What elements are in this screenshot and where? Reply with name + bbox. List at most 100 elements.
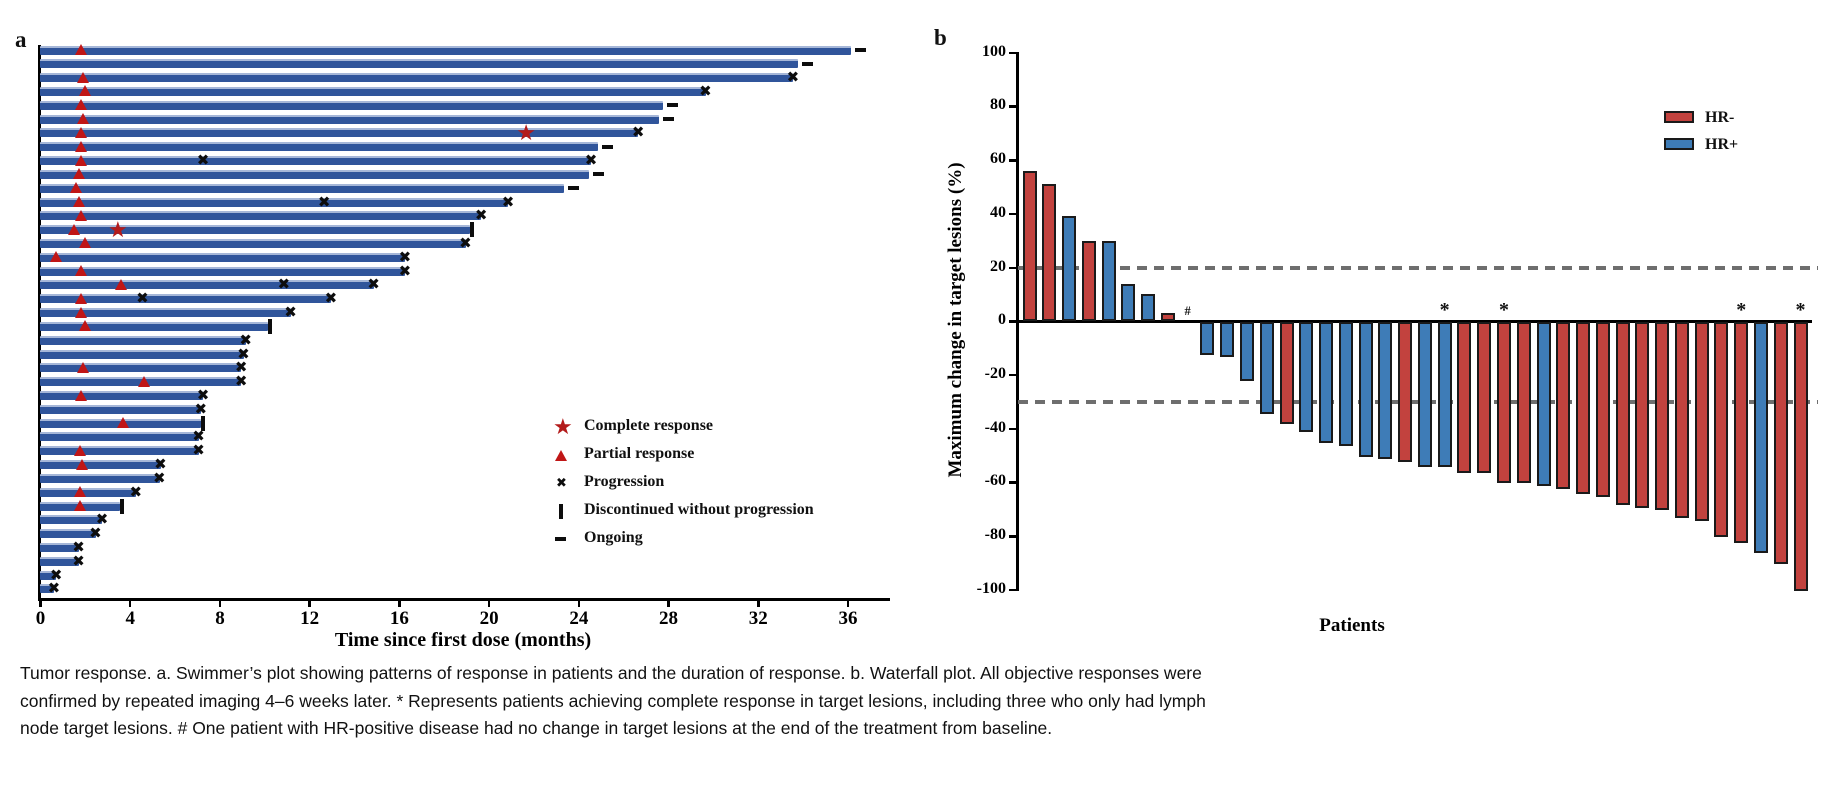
progression-icon: ✖ — [47, 579, 61, 598]
partial-response-icon — [74, 265, 87, 277]
partial-response-icon — [73, 444, 86, 456]
x-axis-tick-label: 4 — [125, 608, 135, 629]
y-axis-tick-label: -40 — [984, 418, 1006, 436]
y-axis-tick-label: 40 — [990, 203, 1006, 221]
swimmer-bar — [39, 460, 161, 470]
x-axis-tick-label: 32 — [748, 608, 768, 629]
progression-icon: ✖ — [196, 386, 210, 404]
waterfall-bar — [1674, 322, 1689, 519]
swimmer-bar — [39, 45, 852, 55]
progression-icon: ✖ — [194, 399, 208, 418]
progression-icon: ✖ — [584, 151, 598, 170]
ongoing-icon — [602, 144, 613, 149]
legend-item: ✖ Progression — [550, 472, 810, 494]
waterfall-bar — [1437, 322, 1452, 468]
legend-item-label: Discontinued without progression — [584, 501, 814, 518]
swimmer-bar — [39, 142, 598, 152]
waterfall-bar — [1378, 322, 1393, 460]
y-axis-tick-label: 0 — [998, 311, 1006, 329]
triangle-legend-icon — [550, 444, 578, 466]
swimmer-bar — [39, 86, 706, 96]
progression-icon: ✖ — [459, 233, 472, 252]
x-axis-tick — [39, 600, 42, 607]
legend-item: Partial response — [550, 444, 810, 466]
x-axis-tick — [667, 600, 670, 607]
x-axis-tick — [128, 600, 132, 607]
x-axis-tick — [487, 600, 491, 607]
swimmer-bar — [39, 73, 794, 83]
waterfall-bar — [1536, 322, 1551, 487]
reference-line-plus20 — [1018, 265, 1818, 270]
progression-icon: ✖ — [136, 289, 149, 308]
y-axis-tick-label: 20 — [990, 257, 1006, 275]
x-icon: ✖ — [556, 476, 567, 491]
progression-icon: ✖ — [398, 261, 412, 280]
partial-response-icon — [117, 417, 130, 429]
x-axis-tick — [398, 600, 401, 607]
waterfall-bar — [1655, 322, 1670, 511]
waterfall-yaxis-title: Maximum change in target lesions (%) — [945, 162, 966, 478]
progression-icon: ✖ — [501, 192, 515, 211]
partial-response-icon — [74, 44, 87, 55]
vertical-bar-icon — [559, 504, 563, 519]
partial-response-icon — [73, 486, 86, 498]
complete-response-icon: ★ — [108, 216, 128, 242]
waterfall-bar — [1457, 322, 1472, 473]
y-axis-tick — [1009, 373, 1016, 377]
partial-response-icon — [77, 113, 90, 125]
partial-response-icon — [115, 278, 128, 290]
waterfall-bar — [1101, 240, 1116, 322]
progression-icon: ✖ — [129, 482, 143, 501]
dash-icon — [555, 537, 566, 541]
star-icon: ★ — [553, 414, 573, 439]
progression-icon: ✖ — [277, 275, 291, 294]
swimmer-bar — [39, 294, 332, 304]
complete-response-asterisk: * — [1498, 299, 1509, 321]
x-axis-tick-label: 0 — [35, 608, 46, 629]
y-axis-tick-label: 60 — [990, 150, 1006, 168]
waterfall-bar — [1160, 313, 1175, 322]
swimmer-bar — [39, 156, 592, 166]
progression-icon: ✖ — [631, 123, 645, 142]
swimmer-bar — [39, 211, 482, 221]
waterfall-bar — [1694, 322, 1709, 522]
waterfall-xaxis-title: Patients — [1319, 615, 1385, 636]
waterfall-bar — [1734, 322, 1749, 543]
swimmer-bar — [39, 335, 246, 345]
swimmer-bar — [39, 114, 659, 124]
complete-response-icon: ★ — [516, 119, 536, 145]
swimmer-bar — [39, 570, 57, 580]
ongoing-icon — [662, 117, 674, 122]
waterfall-bar — [1121, 283, 1136, 322]
caption-line-1: Tumor response. a. Swimmer’s plot showin… — [20, 663, 1202, 683]
x-legend-icon: ✖ — [550, 472, 578, 494]
waterfall-bar — [1773, 322, 1788, 565]
legend-item-label: Progression — [584, 473, 665, 490]
swimmer-bar — [39, 446, 199, 456]
waterfall-bar — [1576, 322, 1591, 495]
waterfall-bar — [1398, 322, 1413, 462]
y-axis-tick — [1009, 481, 1016, 484]
swimmer-bar — [39, 197, 509, 207]
waterfall-bar — [1516, 322, 1531, 484]
progression-icon: ✖ — [239, 330, 252, 349]
y-axis-tick-label: 80 — [990, 96, 1006, 114]
partial-response-icon — [72, 168, 85, 180]
legend-item-label: Partial response — [584, 445, 695, 462]
legend-item: ★ Complete response — [550, 416, 810, 438]
waterfall-bar — [1319, 322, 1334, 444]
swimmer-bar — [39, 584, 55, 594]
waterfall-bar — [1200, 322, 1215, 355]
swimmer-bar — [39, 404, 201, 414]
partial-response-icon — [74, 99, 87, 111]
legend-item: HR- — [1664, 109, 1784, 129]
partial-response-icon — [79, 85, 92, 97]
progression-icon: ✖ — [324, 289, 338, 308]
waterfall-bar — [1338, 322, 1353, 446]
legend-item: Ongoing — [550, 528, 810, 550]
progression-icon: ✖ — [196, 151, 210, 170]
y-axis-tick — [1009, 588, 1016, 592]
swimmer-bar — [39, 100, 664, 110]
waterfall-bar — [1220, 322, 1235, 358]
swimmer-bar — [39, 169, 590, 179]
